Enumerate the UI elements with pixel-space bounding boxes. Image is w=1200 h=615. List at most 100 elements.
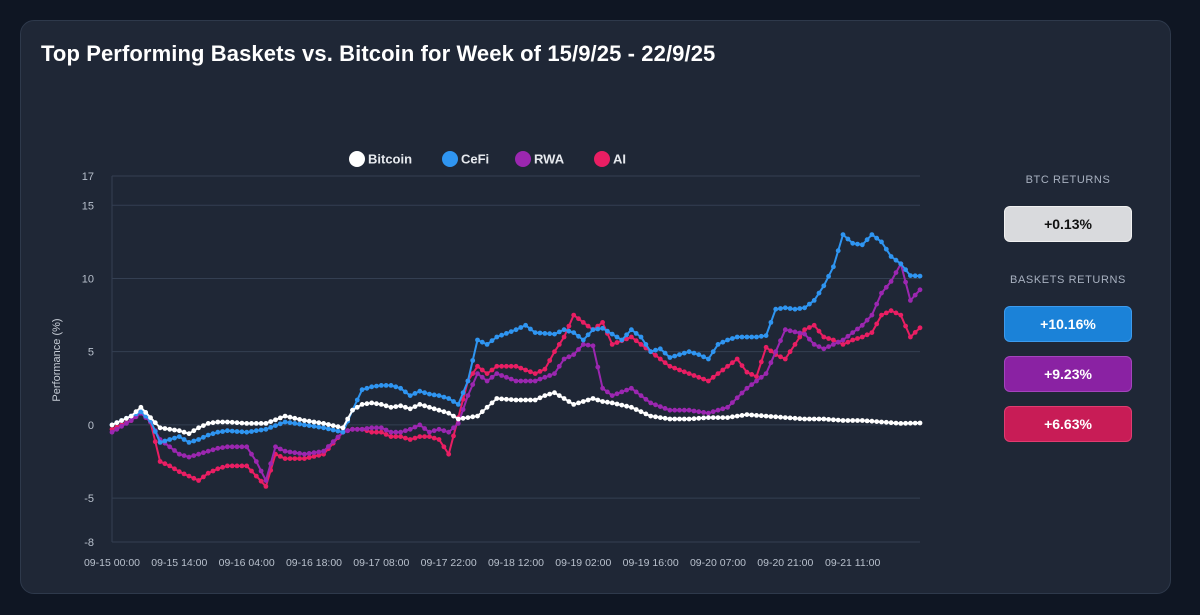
data-point: [821, 283, 827, 289]
data-point: [465, 393, 471, 398]
data-point: [888, 308, 894, 314]
data-point: [739, 413, 745, 418]
data-point: [383, 383, 389, 388]
data-point: [455, 402, 461, 407]
data-point: [249, 451, 254, 457]
data-point: [864, 317, 870, 323]
data-point: [191, 475, 197, 481]
data-point: [792, 342, 798, 347]
data-point: [181, 429, 187, 435]
data-point: [412, 391, 418, 396]
data-point: [157, 425, 163, 431]
data-point: [782, 356, 788, 362]
data-point: [802, 416, 807, 422]
data-point: [797, 306, 803, 311]
data-point: [513, 363, 519, 369]
data-point: [638, 409, 644, 415]
data-point: [528, 378, 533, 384]
data-point: [864, 237, 870, 243]
data-point: [128, 413, 134, 419]
data-point: [513, 378, 519, 384]
grid-lines: [111, 175, 920, 543]
data-point: [152, 439, 158, 445]
data-point: [455, 421, 461, 426]
data-point: [499, 332, 504, 338]
data-point: [648, 400, 654, 406]
legend-item-bitcoin[interactable]: Bitcoin: [349, 151, 412, 167]
data-point: [542, 374, 548, 380]
data-point: [730, 336, 735, 341]
data-point: [720, 415, 726, 420]
data-point: [715, 415, 721, 420]
data-point: [340, 425, 346, 431]
data-point: [523, 367, 528, 373]
data-point: [494, 363, 500, 369]
data-point: [912, 420, 918, 426]
data-point: [374, 425, 379, 431]
data-point: [196, 425, 202, 431]
data-point: [407, 406, 413, 412]
data-point: [220, 445, 226, 450]
legend-label: AI: [613, 152, 626, 167]
legend-label: RWA: [534, 152, 565, 167]
data-point: [321, 448, 326, 454]
data-point: [403, 404, 408, 410]
legend-item-rwa[interactable]: RWA: [515, 151, 565, 167]
data-point: [576, 333, 581, 339]
data-point: [821, 346, 827, 352]
legend-marker: [594, 151, 610, 167]
data-point: [749, 372, 755, 377]
data-point: [595, 364, 601, 370]
data-point: [662, 350, 668, 356]
x-tick-label: 09-15 00:00: [84, 557, 140, 569]
data-point: [816, 344, 822, 349]
data-point: [763, 344, 769, 350]
data-point: [768, 414, 774, 419]
data-point: [499, 396, 504, 402]
data-point: [580, 337, 586, 343]
data-point: [681, 369, 687, 375]
data-point: [114, 420, 120, 426]
data-point: [388, 434, 394, 439]
legend-item-ai[interactable]: AI: [594, 151, 626, 167]
data-point: [869, 312, 875, 318]
x-tick-label: 09-19 16:00: [623, 557, 679, 569]
data-point: [253, 428, 259, 434]
data-point: [422, 434, 427, 439]
data-point: [561, 356, 567, 362]
data-point: [667, 363, 673, 369]
data-point: [263, 484, 269, 489]
data-point: [893, 420, 899, 426]
data-point: [460, 407, 466, 412]
data-point: [369, 425, 375, 431]
data-point: [258, 427, 264, 433]
data-point: [633, 389, 639, 395]
data-point: [883, 246, 889, 252]
data-point: [489, 400, 495, 406]
data-point: [725, 363, 730, 369]
series-rwa: [109, 261, 923, 483]
data-point: [417, 402, 423, 407]
legend-item-cefi[interactable]: CeFi: [442, 151, 489, 167]
data-point: [504, 396, 509, 402]
data-point: [542, 331, 548, 336]
data-point: [258, 468, 264, 474]
data-point: [460, 390, 466, 396]
legend[interactable]: Bitcoin CeFi RWA AI: [349, 151, 626, 167]
data-point: [571, 330, 577, 335]
data-point: [398, 434, 403, 439]
data-point: [667, 407, 673, 413]
data-point: [624, 332, 629, 338]
data-point: [552, 349, 557, 355]
data-point: [186, 431, 192, 437]
data-point: [672, 365, 678, 371]
data-point: [792, 415, 798, 421]
data-point: [475, 363, 480, 369]
data-point: [629, 334, 634, 340]
data-point: [196, 451, 202, 457]
data-point: [643, 411, 649, 417]
data-point: [845, 236, 851, 242]
data-point: [797, 330, 803, 336]
x-tick-label: 09-20 07:00: [690, 557, 746, 569]
data-point: [624, 387, 629, 393]
